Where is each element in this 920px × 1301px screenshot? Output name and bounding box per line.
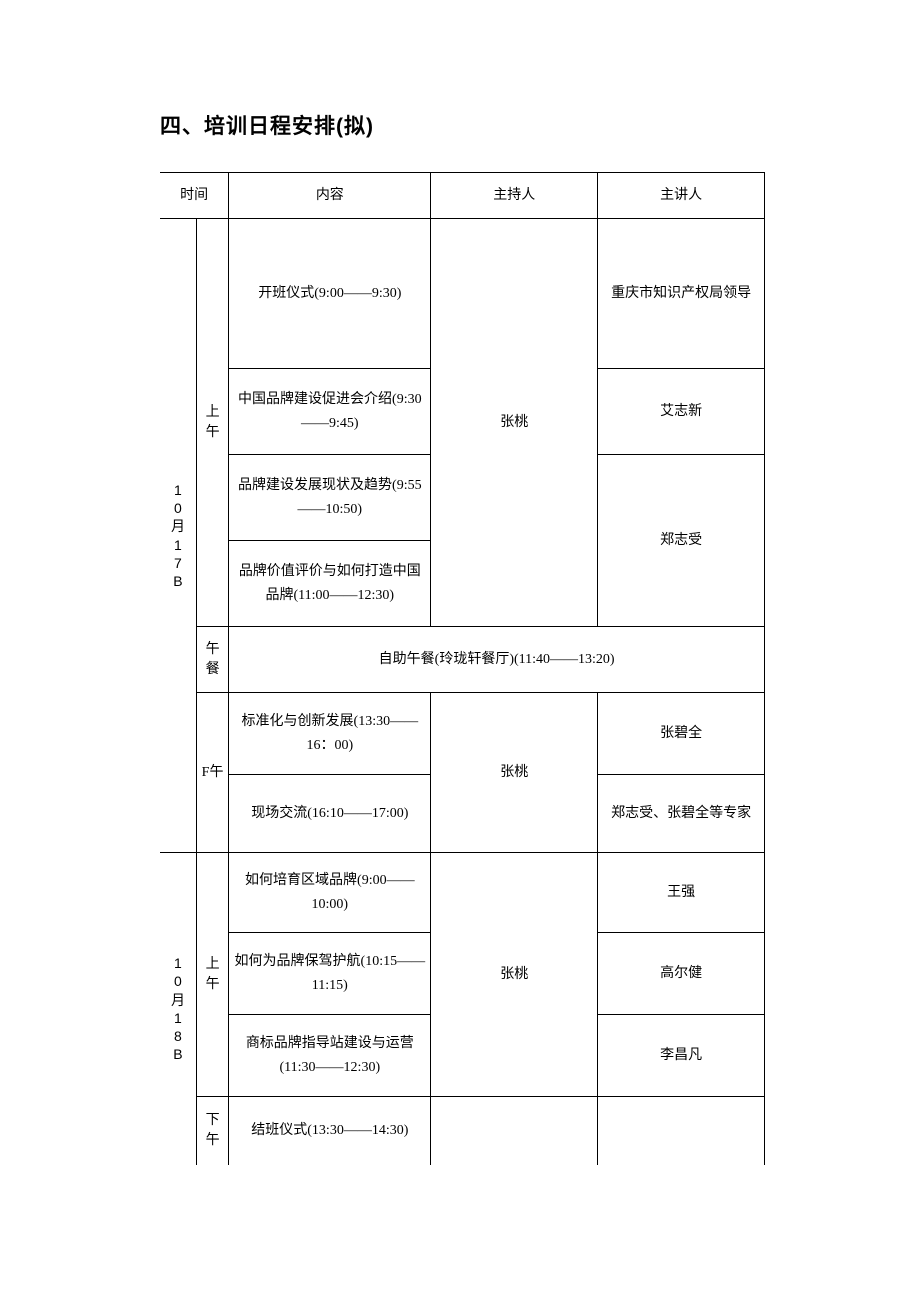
table-row: F午 标准化与创新发展(13:30——16：00) 张桃 张碧全: [160, 693, 765, 775]
content-cell: 品牌价值评价与如何打造中国品牌(11:00——12:30): [229, 541, 431, 627]
period-cell: 午餐: [196, 627, 228, 693]
speaker-cell: 艾志新: [598, 369, 765, 455]
period-cell: 上午: [196, 219, 228, 627]
speaker-cell: 高尔健: [598, 933, 765, 1015]
header-host: 主持人: [431, 173, 598, 219]
content-cell: 现场交流(16:10——17:00): [229, 775, 431, 853]
period-cell: 上午: [196, 853, 228, 1097]
period-cell: 下午: [196, 1097, 228, 1165]
period-label: 上午: [201, 955, 224, 994]
table-row: 10月17B 上午 开班仪式(9:00——9:30) 张桃 重庆市知识产权局领导: [160, 219, 765, 369]
period-label: 上午: [201, 403, 224, 442]
date-cell: 10月17B: [160, 219, 196, 853]
speaker-cell: 重庆市知识产权局领导: [598, 219, 765, 369]
date-cell: 10月18B: [160, 853, 196, 1165]
content-cell: 开班仪式(9:00——9:30): [229, 219, 431, 369]
period-cell: F午: [196, 693, 228, 853]
content-cell: 标准化与创新发展(13:30——16：00): [229, 693, 431, 775]
date-label: 10月17B: [171, 481, 185, 590]
host-cell: 张桃: [431, 693, 598, 853]
host-cell: 张桃: [431, 219, 598, 627]
header-speaker: 主讲人: [598, 173, 765, 219]
content-cell: 如何培育区域品牌(9:00——10:00): [229, 853, 431, 933]
table-row: 下午 结班仪式(13:30——14:30): [160, 1097, 765, 1165]
content-cell: 结班仪式(13:30——14:30): [229, 1097, 431, 1165]
content-cell: 如何为品牌保驾护航(10:15——11:15): [229, 933, 431, 1015]
speaker-cell: 王强: [598, 853, 765, 933]
speaker-cell: [598, 1097, 765, 1165]
content-cell: 品牌建设发展现状及趋势(9:55——10:50): [229, 455, 431, 541]
speaker-cell: 张碧全: [598, 693, 765, 775]
period-label: 午餐: [201, 640, 224, 679]
content-cell: 中国品牌建设促进会介绍(9:30——9:45): [229, 369, 431, 455]
table-header-row: 时间 内容 主持人 主讲人: [160, 173, 765, 219]
header-time: 时间: [160, 173, 229, 219]
speaker-cell: 郑志受、张碧全等专家: [598, 775, 765, 853]
schedule-table: 时间 内容 主持人 主讲人 10月17B 上午 开班仪式(9:00——9:30)…: [160, 172, 765, 1165]
lunch-cell: 自助午餐(玲珑轩餐厅)(11:40——13:20): [229, 627, 765, 693]
table-row: 10月18B 上午 如何培育区域品牌(9:00——10:00) 张桃 王强: [160, 853, 765, 933]
host-cell: 张桃: [431, 853, 598, 1097]
header-content: 内容: [229, 173, 431, 219]
section-heading: 四、培训日程安排(拟): [160, 110, 765, 140]
speaker-cell: 郑志受: [598, 455, 765, 627]
period-label: 下午: [201, 1111, 224, 1150]
content-cell: 商标品牌指导站建设与运营(11:30——12:30): [229, 1015, 431, 1097]
host-cell: [431, 1097, 598, 1165]
table-row: 午餐 自助午餐(玲珑轩餐厅)(11:40——13:20): [160, 627, 765, 693]
date-label: 10月18B: [171, 954, 185, 1063]
period-label: F午: [201, 763, 224, 783]
speaker-cell: 李昌凡: [598, 1015, 765, 1097]
